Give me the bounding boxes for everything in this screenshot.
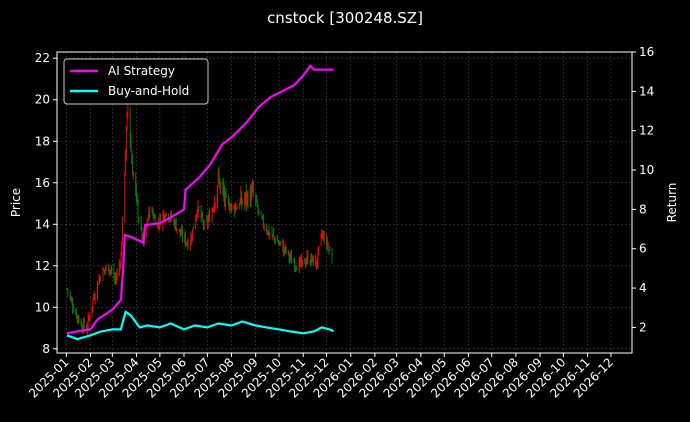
left-tick-label: 12 — [35, 259, 50, 273]
left-tick-label: 14 — [35, 217, 50, 231]
right-tick-label: 6 — [639, 242, 647, 256]
left-axis-label: Price — [9, 188, 23, 217]
legend-entry: Buy-and-Hold — [108, 84, 189, 98]
left-tick-label: 16 — [35, 176, 50, 190]
right-tick-label: 10 — [639, 163, 654, 177]
right-axis-label: Return — [665, 183, 679, 223]
left-tick-label: 20 — [35, 93, 50, 107]
right-y-axis: 2 4 6 8 10 12 14 16 — [632, 45, 654, 334]
legend-entry: AI Strategy — [108, 64, 175, 78]
right-tick-label: 12 — [639, 124, 654, 138]
plot-area — [56, 51, 633, 354]
series-line-ai-strategy — [66, 64, 334, 335]
chart-title: cnstock [300248.SZ] — [267, 9, 423, 27]
left-tick-label: 18 — [35, 134, 50, 148]
price-candles — [66, 100, 333, 336]
left-tick-label: 10 — [35, 300, 50, 314]
left-y-axis: 8 10 12 14 16 18 20 22 — [35, 51, 57, 356]
left-tick-label: 8 — [42, 342, 50, 356]
right-tick-label: 14 — [639, 84, 654, 98]
x-axis: 2025-012025-022025-032025-042025-052025-… — [26, 353, 616, 401]
right-tick-label: 8 — [639, 202, 647, 216]
left-tick-label: 22 — [35, 51, 50, 65]
right-tick-label: 2 — [639, 320, 647, 334]
legend-box — [63, 58, 209, 105]
series-line-buy-and-hold — [66, 310, 335, 341]
right-tick-label: 4 — [639, 281, 647, 295]
right-tick-label: 16 — [639, 45, 654, 59]
legend: AI Strategy Buy-and-Hold — [63, 58, 209, 105]
return-series — [66, 64, 335, 341]
